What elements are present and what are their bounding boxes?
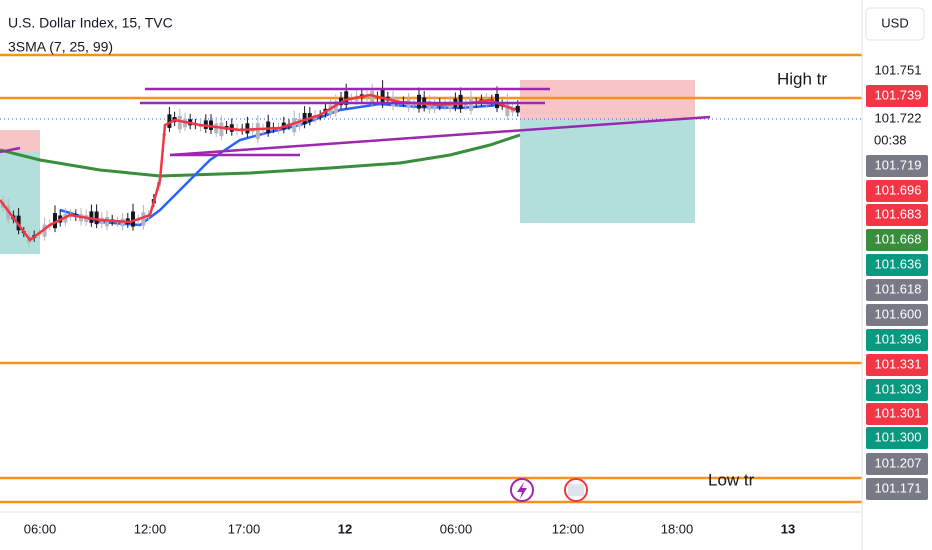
candle-body — [495, 93, 499, 109]
price-label: 101.683 — [875, 206, 922, 221]
annotation: Low tr — [708, 470, 755, 489]
candle-body — [333, 101, 338, 113]
price-badge — [866, 427, 928, 449]
price-badge — [866, 304, 928, 326]
reward-zone — [520, 120, 695, 223]
price-badge — [866, 204, 928, 226]
currency[interactable]: USD — [881, 15, 908, 30]
candle-body — [89, 211, 94, 223]
price-badge — [866, 229, 928, 251]
candle-body — [141, 212, 146, 226]
annotation: High tr — [777, 69, 827, 88]
candle-body — [370, 90, 375, 104]
indicator-label: 3SMA (7, 25, 99) — [8, 39, 113, 55]
time-label: 06:00 — [24, 521, 57, 536]
candle-body — [266, 121, 271, 133]
flag-glyph — [568, 484, 584, 496]
price-badge — [866, 354, 928, 376]
sma-99 — [0, 133, 521, 178]
event-icon-glyph — [517, 482, 527, 499]
countdown: 00:38 — [874, 132, 907, 147]
time-label: 17:00 — [228, 521, 261, 536]
price-label: 101.301 — [875, 405, 922, 420]
price-label: 101.636 — [875, 256, 922, 271]
candle-body — [380, 88, 385, 104]
currency-button[interactable] — [865, 7, 925, 41]
price-label: 101.696 — [875, 182, 922, 197]
time-label: 12 — [338, 521, 352, 536]
candle-body — [292, 118, 297, 133]
price-badge — [866, 329, 928, 351]
price-label: 101.618 — [875, 281, 922, 296]
candle-body — [505, 101, 510, 117]
candle-body — [417, 94, 421, 109]
price-badge — [866, 155, 928, 177]
price-label: 101.751 — [875, 62, 922, 77]
price-label: 101.719 — [875, 157, 922, 172]
price-label: 101.396 — [875, 331, 922, 346]
price-label: 101.600 — [875, 306, 922, 321]
candle-body — [255, 123, 260, 140]
time-label: 13 — [781, 521, 795, 536]
price-label: 101.303 — [875, 381, 922, 396]
price-label: 101.300 — [875, 429, 922, 444]
price-badge — [866, 85, 928, 107]
candle-body — [515, 105, 520, 113]
candle-body — [167, 114, 172, 128]
trendlines — [0, 87, 711, 157]
candle-body — [344, 91, 349, 105]
price-label: 101.668 — [875, 231, 922, 246]
price-label: 101.207 — [875, 455, 922, 470]
candle-body — [469, 98, 473, 111]
candle-body — [53, 213, 57, 229]
price-badge — [866, 403, 928, 425]
candle-body — [302, 112, 307, 125]
price-badge — [866, 453, 928, 475]
price-badge — [866, 180, 928, 202]
candle-body — [131, 211, 135, 227]
price-badge — [866, 60, 928, 82]
price-label: 101.171 — [875, 480, 922, 495]
candle-body — [245, 123, 250, 134]
candle-body — [219, 122, 224, 137]
price-badge — [866, 108, 928, 130]
price-label: 101.331 — [875, 356, 922, 371]
price-badge — [866, 379, 928, 401]
levels — [0, 53, 862, 504]
chart-title: U.S. Dollar Index, 15, TVC — [8, 15, 173, 31]
time-label: 06:00 — [440, 521, 473, 536]
time-label: 12:00 — [134, 521, 167, 536]
risk-zone — [0, 130, 40, 152]
time-label: 12:00 — [552, 521, 585, 536]
price-badge — [866, 279, 928, 301]
candle-body — [94, 211, 99, 225]
price-label: 101.722 — [875, 110, 922, 125]
risk-zone — [520, 80, 695, 120]
price-badge — [866, 254, 928, 276]
time-label: 18:00 — [661, 521, 694, 536]
price-label: 101.739 — [875, 87, 922, 102]
price-badge — [866, 478, 928, 500]
candle-body — [177, 115, 182, 130]
